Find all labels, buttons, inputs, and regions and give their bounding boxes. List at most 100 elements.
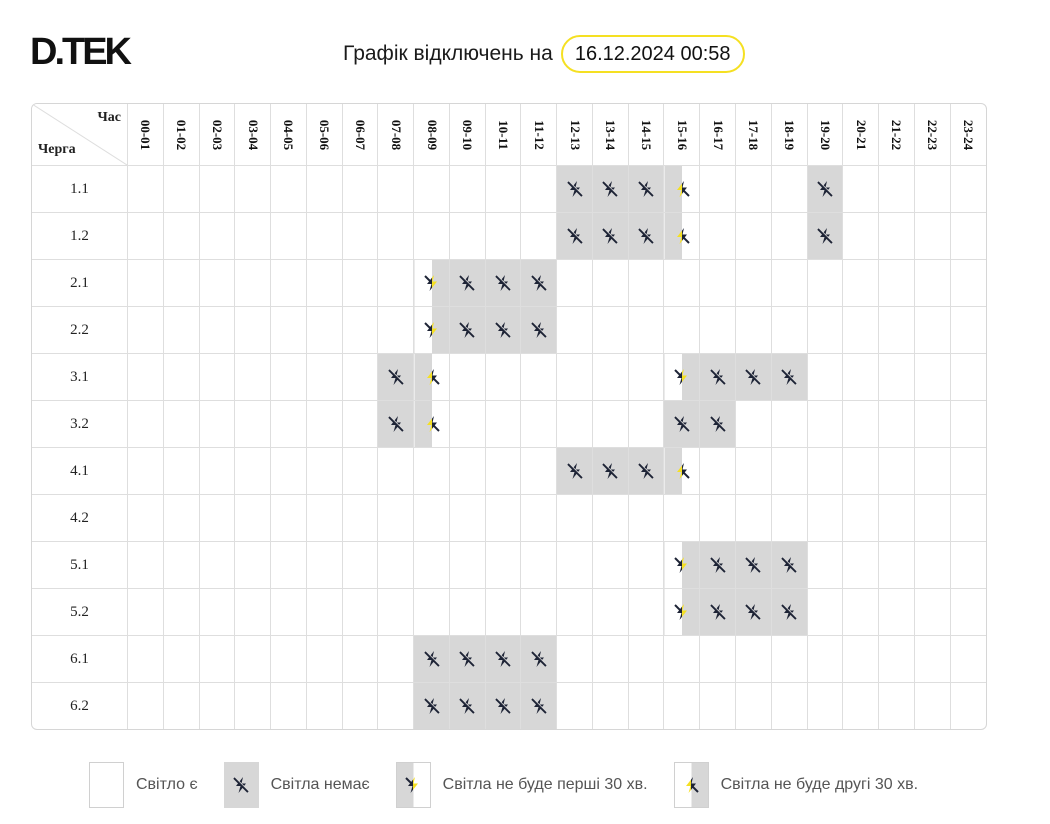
slot-on <box>591 353 629 401</box>
slot-on <box>127 447 164 495</box>
slot-off <box>735 541 772 589</box>
slot-on <box>806 447 844 495</box>
legend-item-second-half: Світла не буде другі 30 хв. <box>673 762 918 808</box>
slot-on <box>949 353 986 401</box>
slot-on <box>270 353 307 401</box>
slot-on <box>699 635 737 683</box>
slot-on <box>234 588 272 636</box>
slot-off <box>806 165 844 213</box>
schedule-rows: 1.1 1.2 2.1 2.2 3.1 3.2 4.1 4.2 5.1 5.2 6.1 6.2 <box>32 165 986 729</box>
slot-second <box>413 400 450 448</box>
slot-on <box>484 212 522 260</box>
slot-on <box>127 494 164 542</box>
slot-first <box>663 353 701 401</box>
slot-on <box>913 165 951 213</box>
slot-on <box>305 494 343 542</box>
slot-on <box>842 494 880 542</box>
hour-label: 21-22 <box>889 119 905 150</box>
slot-on <box>413 447 450 495</box>
slot-on <box>484 165 522 213</box>
slot-on <box>627 541 665 589</box>
slot-on <box>842 212 880 260</box>
no-power-icon <box>388 415 404 432</box>
no-power-icon <box>233 776 250 793</box>
partial-outage-icon <box>423 322 437 338</box>
legend-item-power-off: Світла немає <box>223 762 370 808</box>
slot-on <box>162 541 200 589</box>
slot-on <box>806 635 844 683</box>
no-power-icon <box>745 556 762 573</box>
slot-off <box>520 259 558 307</box>
slot-on <box>735 682 772 729</box>
slot-on <box>162 447 200 495</box>
slot-on <box>305 212 343 260</box>
slot-on <box>735 400 772 448</box>
slot-on <box>949 165 986 213</box>
slot-on <box>198 494 236 542</box>
slot-on <box>162 494 200 542</box>
hour-header-05-06: 05-06 <box>305 104 343 166</box>
hour-label: 04-05 <box>281 119 297 150</box>
slot-on <box>663 259 701 307</box>
hour-header-10-11: 10-11 <box>484 104 522 166</box>
slot-on <box>591 682 629 729</box>
slot-off <box>484 635 522 683</box>
partial-outage-icon <box>686 777 699 793</box>
legend-swatch-first-half <box>395 762 431 808</box>
slot-on <box>413 165 450 213</box>
slot-on <box>270 541 307 589</box>
hour-header-13-14: 13-14 <box>591 104 629 166</box>
legend-swatch-second-half <box>673 762 709 808</box>
slot-on <box>305 588 343 636</box>
slot-off <box>448 635 486 683</box>
slot-on <box>341 588 379 636</box>
slot-on <box>520 165 558 213</box>
dtek-logo: D.TEK <box>30 31 136 72</box>
slot-on <box>270 212 307 260</box>
queue-row: 6.1 <box>32 635 986 683</box>
slot-on <box>341 165 379 213</box>
queue-label: 5.2 <box>32 588 128 636</box>
slot-on <box>770 447 808 495</box>
slot-on <box>699 306 737 354</box>
slot-on <box>162 400 200 448</box>
slot-on <box>448 494 486 542</box>
no-power-icon <box>495 321 512 338</box>
slot-on <box>484 353 522 401</box>
slot-on <box>198 400 236 448</box>
slot-off <box>448 682 486 729</box>
no-power-icon <box>709 556 726 573</box>
slot-on <box>842 682 880 729</box>
slot-on <box>341 353 379 401</box>
slot-on <box>949 682 986 729</box>
slot-on <box>842 165 880 213</box>
no-power-icon <box>459 274 476 291</box>
queue-label: 5.1 <box>32 541 128 589</box>
slot-on <box>234 259 272 307</box>
slot-off <box>556 165 593 213</box>
hour-label: 05-06 <box>317 119 333 150</box>
hour-header-15-16: 15-16 <box>663 104 701 166</box>
no-power-icon <box>674 415 691 432</box>
slot-first <box>663 588 701 636</box>
no-power-icon <box>638 462 655 479</box>
page-title: Графік відключень на <box>343 42 553 65</box>
slot-off <box>484 259 522 307</box>
slot-on <box>806 588 844 636</box>
slot-on <box>556 682 593 729</box>
slot-on <box>520 212 558 260</box>
hour-header-03-04: 03-04 <box>234 104 272 166</box>
hour-label: 19-20 <box>817 119 833 150</box>
slot-on <box>234 165 272 213</box>
slot-on <box>913 212 951 260</box>
slot-off <box>770 541 808 589</box>
slot-on <box>305 541 343 589</box>
no-power-icon <box>781 603 798 620</box>
no-power-icon <box>566 462 583 479</box>
slot-on <box>377 306 415 354</box>
slot-on <box>878 259 915 307</box>
no-power-icon <box>709 415 726 432</box>
slot-on <box>556 541 593 589</box>
slot-on <box>878 165 915 213</box>
partial-outage-icon <box>676 181 690 197</box>
